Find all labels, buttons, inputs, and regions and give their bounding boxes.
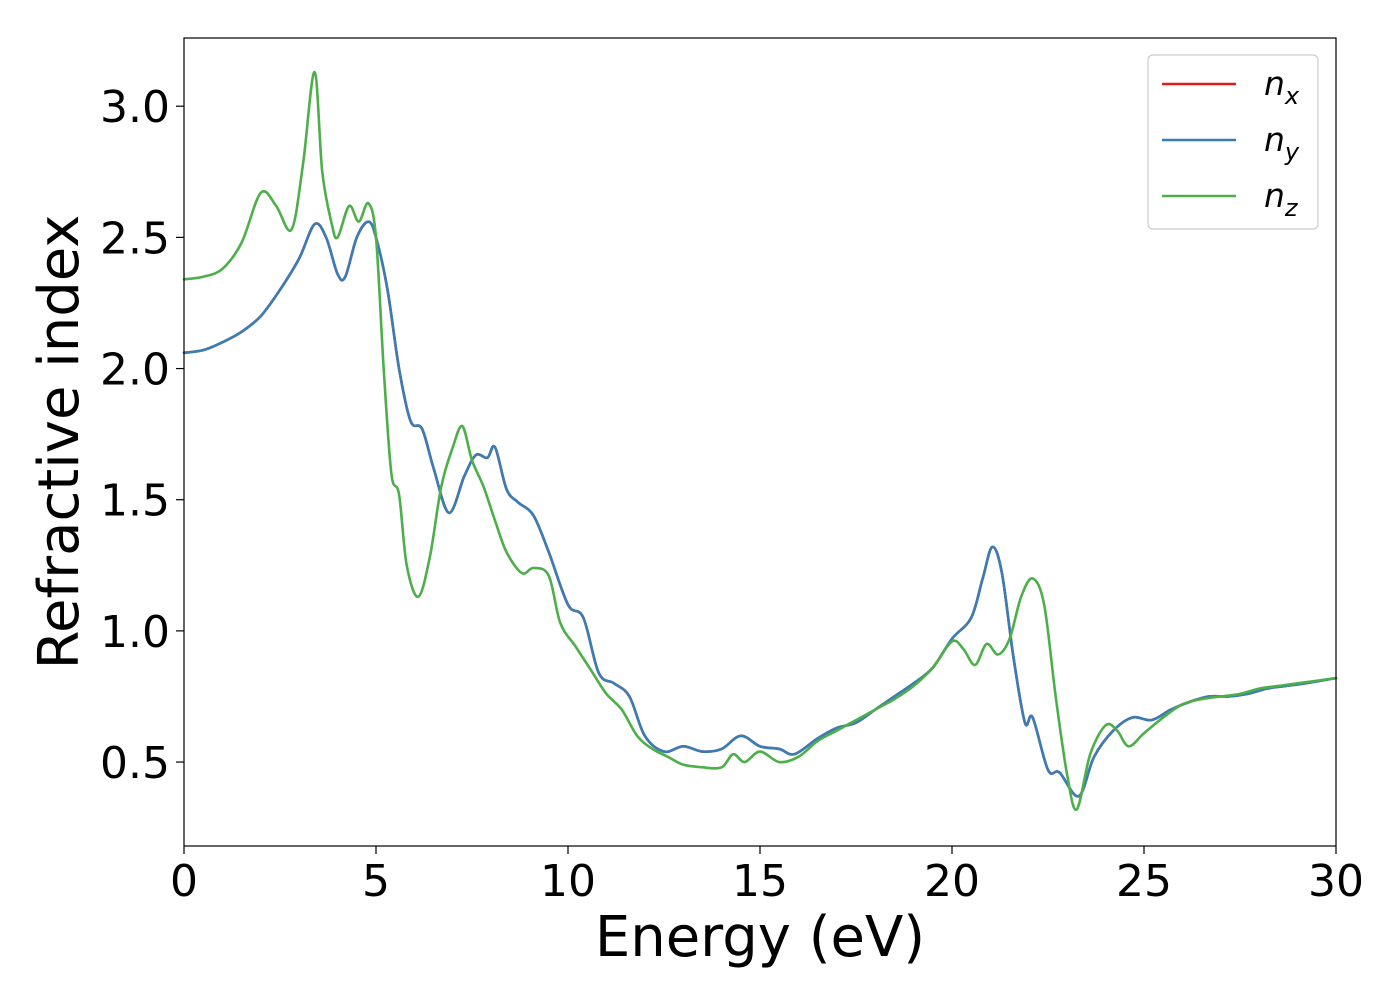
x-tick-label: 0	[170, 856, 198, 907]
legend-frame	[1147, 54, 1319, 230]
x-tick-label: 10	[540, 856, 596, 907]
x-tick-label: 25	[1116, 856, 1172, 907]
series-line-ny	[182, 220, 1338, 798]
x-tick-label: 30	[1308, 856, 1364, 907]
series-layer	[182, 70, 1338, 811]
series-line-nz	[182, 70, 1338, 811]
x-axis-title: Energy (eV)	[595, 905, 925, 970]
x-tick-label: 20	[924, 856, 980, 907]
y-axis-ticks: 0.5 1.0 1.5 2.0 2.5 3.0	[100, 82, 184, 789]
y-tick-label: 1.5	[100, 476, 170, 527]
y-axis-title: Refractive index	[27, 215, 92, 670]
plot-area	[184, 38, 1336, 846]
y-tick-label: 3.0	[100, 82, 170, 133]
y-tick-label: 2.0	[100, 345, 170, 396]
y-tick-label: 0.5	[100, 738, 170, 789]
y-tick-label: 2.5	[100, 213, 170, 264]
x-tick-label: 15	[732, 856, 788, 907]
y-tick-label: 1.0	[100, 607, 170, 658]
x-axis-ticks: 0 5 10 15 20 25 30	[170, 846, 1364, 907]
x-tick-label: 5	[362, 856, 390, 907]
